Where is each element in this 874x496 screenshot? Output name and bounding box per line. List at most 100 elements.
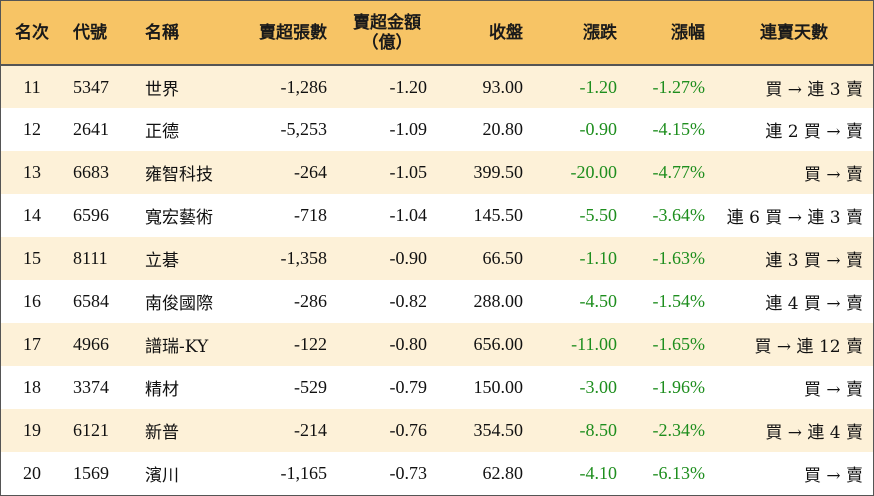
- cell-close: 66.50: [482, 248, 524, 268]
- cell-change: -11.00: [571, 334, 617, 354]
- cell-net-sell-lots: -286: [294, 291, 327, 311]
- table-row: 13 6683 雍智科技 -264 -1.05 399.50 -20.00 -4.77% 買 →…: [1, 151, 873, 194]
- cell-net-sell-lots: -529: [294, 377, 327, 397]
- cell-rank: 11: [23, 76, 41, 97]
- cell-stock-name: 正德: [145, 122, 179, 142]
- cell-change: -5.50: [579, 205, 618, 225]
- cell-change: -0.90: [579, 119, 618, 139]
- col-header-net-sell-amount: 賣超金額 （億）: [337, 1, 437, 66]
- cell-net-sell-amount: -1.20: [389, 76, 428, 97]
- cell-stock-name: 世界: [145, 79, 179, 100]
- cell-stock-name: 精材: [145, 380, 179, 400]
- cell-net-sell-lots: -1,358: [280, 248, 328, 268]
- cell-net-sell-amount: -0.76: [389, 420, 428, 440]
- cell-change-pct: -4.77%: [652, 162, 706, 182]
- cell-code: 6121: [73, 420, 109, 440]
- cell-rank: 20: [23, 463, 41, 483]
- cell-net-sell-lots: -718: [294, 205, 327, 225]
- cell-net-sell-lots: -264: [294, 162, 327, 182]
- cell-change-pct: -1.54%: [652, 291, 706, 311]
- cell-change-pct: -4.15%: [652, 119, 706, 139]
- cell-net-sell-lots: -214: [294, 420, 327, 440]
- cell-code: 4966: [73, 334, 109, 354]
- cell-net-sell-amount: -1.09: [389, 119, 428, 139]
- table-body: 11 5347 世界 -1,286 -1.20 93.00 -1.20 -1.27% 買 → 連…: [1, 65, 873, 495]
- col-header-close: 收盤: [437, 1, 533, 66]
- cell-net-sell-amount: -0.82: [389, 291, 428, 311]
- cell-net-sell-amount: -0.79: [389, 377, 428, 397]
- cell-code: 8111: [73, 248, 108, 268]
- table-row: 18 3374 精材 -529 -0.79 150.00 -3.00 -1.96% 買 → 賣: [1, 366, 873, 409]
- table-row: 19 6121 新普 -214 -0.76 354.50 -8.50 -2.34% 買 → 連 …: [1, 409, 873, 452]
- cell-close: 399.50: [473, 162, 524, 182]
- cell-stock-name: 立碁: [145, 251, 179, 271]
- cell-close: 93.00: [482, 76, 524, 97]
- cell-streak: 連 3 買 → 賣: [765, 251, 863, 271]
- cell-stock-name: 譜瑞-KY: [145, 337, 209, 357]
- cell-stock-name: 濱川: [145, 466, 179, 486]
- col-header-net-sell-amount-line2: （億）: [361, 32, 413, 53]
- cell-net-sell-amount: -0.80: [389, 334, 428, 354]
- cell-code: 1569: [73, 463, 109, 483]
- cell-net-sell-lots: -122: [294, 334, 327, 354]
- col-header-code: 代號: [63, 1, 135, 66]
- cell-code: 3374: [73, 377, 109, 397]
- cell-close: 656.00: [473, 334, 524, 354]
- cell-net-sell-amount: -1.05: [389, 162, 428, 182]
- cell-streak: 買 → 連 4 賣: [765, 423, 863, 443]
- cell-streak: 買 → 連 3 賣: [765, 79, 863, 100]
- cell-streak: 買 → 連 12 賣: [754, 337, 864, 357]
- cell-change: -4.10: [579, 463, 618, 483]
- cell-net-sell-amount: -1.04: [389, 205, 428, 225]
- cell-change-pct: -6.13%: [652, 463, 706, 483]
- cell-rank: 17: [23, 334, 41, 354]
- cell-close: 150.00: [473, 377, 524, 397]
- cell-rank: 15: [23, 248, 41, 268]
- cell-rank: 14: [23, 205, 41, 225]
- col-header-change-pct: 漲幅: [627, 1, 715, 66]
- table-row: 11 5347 世界 -1,286 -1.20 93.00 -1.20 -1.27% 買 → 連…: [1, 65, 873, 108]
- cell-close: 20.80: [482, 119, 524, 139]
- cell-streak: 連 4 買 → 賣: [765, 294, 863, 314]
- cell-stock-name: 新普: [145, 423, 179, 443]
- cell-code: 2641: [73, 119, 109, 139]
- col-header-net-sell-amount-line1: 賣超金額: [353, 12, 421, 33]
- table-row: 20 1569 濱川 -1,165 -0.73 62.80 -4.10 -6.13% 買 → 賣: [1, 452, 873, 495]
- cell-code: 5347: [73, 76, 109, 97]
- cell-net-sell-lots: -1,286: [280, 76, 328, 97]
- cell-streak: 連 2 買 → 賣: [765, 122, 863, 142]
- cell-net-sell-lots: -5,253: [280, 119, 328, 139]
- cell-change: -8.50: [579, 420, 618, 440]
- cell-change-pct: -1.27%: [652, 76, 706, 97]
- cell-net-sell-lots: -1,165: [280, 463, 328, 483]
- table-row: 14 6596 寬宏藝術 -718 -1.04 145.50 -5.50 -3.64% 連 6 …: [1, 194, 873, 237]
- cell-change: -1.10: [579, 248, 618, 268]
- table-row: 15 8111 立碁 -1,358 -0.90 66.50 -1.10 -1.63% 連 3 買…: [1, 237, 873, 280]
- cell-code: 6683: [73, 162, 109, 182]
- cell-change: -4.50: [579, 291, 618, 311]
- col-header-streak: 連賣天數: [715, 1, 873, 66]
- cell-rank: 13: [23, 162, 41, 182]
- cell-change-pct: -3.64%: [652, 205, 706, 225]
- cell-code: 6596: [73, 205, 109, 225]
- cell-change-pct: -1.63%: [652, 248, 706, 268]
- cell-rank: 18: [23, 377, 41, 397]
- cell-code: 6584: [73, 291, 109, 311]
- cell-change: -20.00: [570, 162, 618, 182]
- cell-net-sell-amount: -0.90: [389, 248, 428, 268]
- col-header-net-sell-lots: 賣超張數: [227, 1, 337, 66]
- cell-net-sell-amount: -0.73: [389, 463, 428, 483]
- cell-close: 62.80: [482, 463, 524, 483]
- table-header-row: 名次 代號 名稱 賣超張數 賣超金額 （億） 收盤 漲跌 漲幅 連賣天數: [1, 1, 873, 66]
- cell-streak: 買 → 賣: [803, 466, 863, 486]
- cell-close: 354.50: [473, 420, 524, 440]
- cell-rank: 19: [23, 420, 41, 440]
- table-row: 12 2641 正德 -5,253 -1.09 20.80 -0.90 -4.15% 連 2 買…: [1, 108, 873, 151]
- cell-streak: 連 6 買 → 連 3 賣: [726, 208, 863, 228]
- table-row: 16 6584 南俊國際 -286 -0.82 288.00 -4.50 -1.54% 連 4 …: [1, 280, 873, 323]
- col-header-change: 漲跌: [533, 1, 627, 66]
- col-header-name: 名稱: [135, 1, 227, 66]
- cell-change-pct: -2.34%: [652, 420, 706, 440]
- cell-close: 288.00: [473, 291, 524, 311]
